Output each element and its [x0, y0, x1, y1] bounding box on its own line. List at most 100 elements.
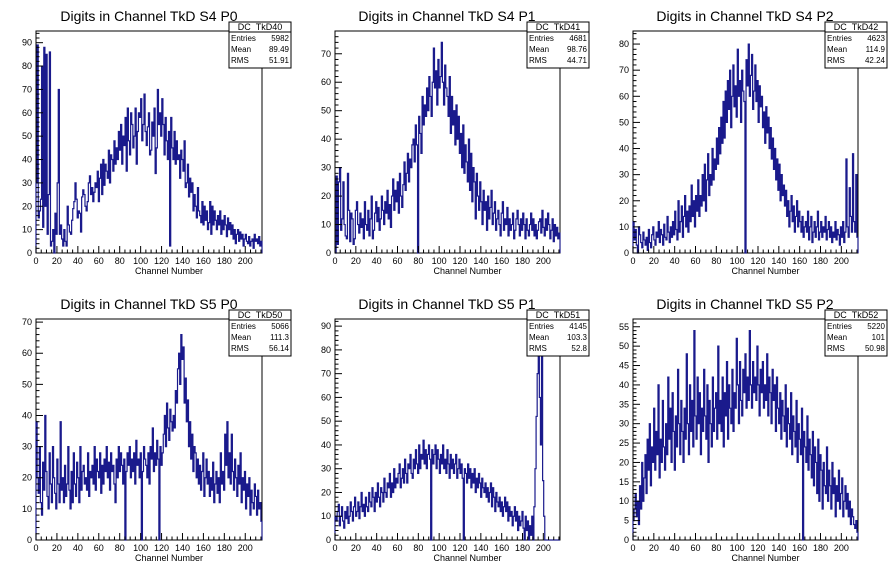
stats-name: DC_TkD51: [536, 310, 581, 320]
y-tick-label: 20: [22, 201, 32, 211]
stats-box: DC_TkD51 Entries 4145 Mean 103.3 RMS 52.8: [526, 309, 590, 357]
x-tick-label: 40: [670, 256, 680, 266]
x-tick-label: 80: [711, 543, 721, 553]
y-tick-label: 15: [619, 477, 629, 487]
x-tick-label: 60: [690, 256, 700, 266]
y-tick-label: 20: [321, 487, 331, 497]
x-tick-label: 0: [630, 256, 635, 266]
x-tick-label: 200: [536, 256, 551, 266]
stats-label: Mean: [827, 333, 847, 342]
stats-label: Entries: [231, 322, 256, 331]
x-axis-label: Channel Number: [135, 266, 203, 276]
stats-label: RMS: [827, 344, 845, 353]
y-tick-label: 0: [624, 535, 629, 545]
stats-frame: [526, 21, 590, 69]
chart-title: Digits in Channel TkD S5 P0: [60, 296, 237, 312]
x-tick-label: 20: [52, 543, 62, 553]
x-tick-label: 40: [372, 543, 382, 553]
x-tick-label: 120: [452, 256, 467, 266]
x-axis-label: Channel Number: [433, 553, 501, 563]
y-tick-label: 30: [22, 178, 32, 188]
stats-box: DC_TkD40 Entries 5982 Mean 89.49 RMS 51.91: [228, 21, 292, 69]
plot-frame: [334, 318, 561, 541]
stats-label: RMS: [827, 56, 845, 65]
stats-frame: [526, 309, 590, 357]
x-tick-label: 120: [154, 256, 169, 266]
x-tick-label: 180: [217, 256, 232, 266]
y-tick-label: 20: [619, 457, 629, 467]
y-tick-label: 60: [22, 108, 32, 118]
x-tick-label: 60: [392, 543, 402, 553]
x-tick-label: 140: [771, 256, 786, 266]
x-tick-label: 200: [834, 543, 849, 553]
y-tick-label: 0: [624, 248, 629, 258]
histogram-panel: Digits in Channel TkD S5 P00 20 40 60 80 100 1…: [22, 296, 292, 563]
stats-name: DC_TkD50: [238, 310, 283, 320]
x-tick-label: 60: [94, 543, 104, 553]
plot-frame: [334, 30, 561, 254]
x-tick-label: 140: [175, 543, 190, 553]
x-tick-label: 100: [432, 256, 447, 266]
stats-label: Entries: [231, 34, 256, 43]
y-tick-label: 30: [619, 170, 629, 180]
x-tick-label: 160: [494, 256, 509, 266]
y-tick-label: 50: [22, 131, 32, 141]
x-tick-label: 60: [690, 543, 700, 553]
histogram-line: [35, 333, 263, 541]
chart-title: Digits in Channel TkD S5 P2: [656, 296, 833, 312]
x-tick-label: 200: [238, 543, 253, 553]
y-tick-label: 30: [619, 419, 629, 429]
plot-frame: [632, 318, 859, 541]
stats-name: DC_TkD41: [536, 22, 581, 32]
x-tick-label: 160: [792, 256, 807, 266]
stats-value: 5982: [271, 34, 289, 43]
stats-value: 4681: [569, 34, 587, 43]
histogram-panel: Digits in Channel TkD S5 P2 0 20 40 60 80 100 1…: [619, 296, 888, 563]
stats-frame: [824, 21, 888, 69]
y-tick-label: 40: [619, 380, 629, 390]
x-tick-label: 100: [730, 256, 745, 266]
y-tick-label: 40: [619, 144, 629, 154]
x-tick-label: 0: [630, 543, 635, 553]
x-tick-label: 80: [115, 256, 125, 266]
y-tick-label: 90: [321, 321, 331, 331]
x-tick-label: 180: [217, 543, 232, 553]
chart-title: Digits in Channel TkD S4 P1: [358, 8, 535, 24]
stats-name: DC_TkD52: [834, 310, 879, 320]
y-tick-label: 30: [22, 442, 32, 452]
x-tick-label: 120: [750, 256, 765, 266]
x-tick-label: 180: [813, 543, 828, 553]
y-tick-label: 70: [321, 49, 331, 59]
histogram-line: [334, 325, 560, 541]
stats-label: Entries: [827, 34, 852, 43]
y-tick-label: 5: [624, 516, 629, 526]
stats-name: DC_TkD42: [834, 22, 879, 32]
y-tick-label: 30: [321, 163, 331, 173]
stats-label: RMS: [231, 56, 249, 65]
x-tick-label: 100: [730, 543, 745, 553]
x-tick-label: 140: [175, 256, 190, 266]
stats-frame: [228, 21, 292, 69]
x-tick-label: 100: [432, 543, 447, 553]
stats-value: 114.9: [866, 45, 886, 54]
y-tick-label: 60: [22, 348, 32, 358]
x-tick-label: 80: [413, 543, 423, 553]
histogram-line: [632, 43, 859, 254]
stats-value: 42.24: [865, 56, 886, 65]
x-tick-label: 0: [332, 543, 337, 553]
stats-value: 50.98: [865, 344, 886, 353]
stats-value: 4623: [867, 34, 885, 43]
x-tick-label: 20: [52, 256, 62, 266]
y-tick-label: 20: [22, 473, 32, 483]
x-tick-label: 0: [332, 256, 337, 266]
x-tick-label: 40: [73, 256, 83, 266]
stats-label: Mean: [529, 45, 549, 54]
y-tick-label: 10: [22, 225, 32, 235]
stats-value: 5066: [271, 322, 289, 331]
x-tick-label: 40: [372, 256, 382, 266]
x-tick-label: 0: [33, 543, 38, 553]
stats-value: 4145: [569, 322, 587, 331]
y-tick-label: 40: [22, 410, 32, 420]
stats-frame: [824, 309, 888, 357]
